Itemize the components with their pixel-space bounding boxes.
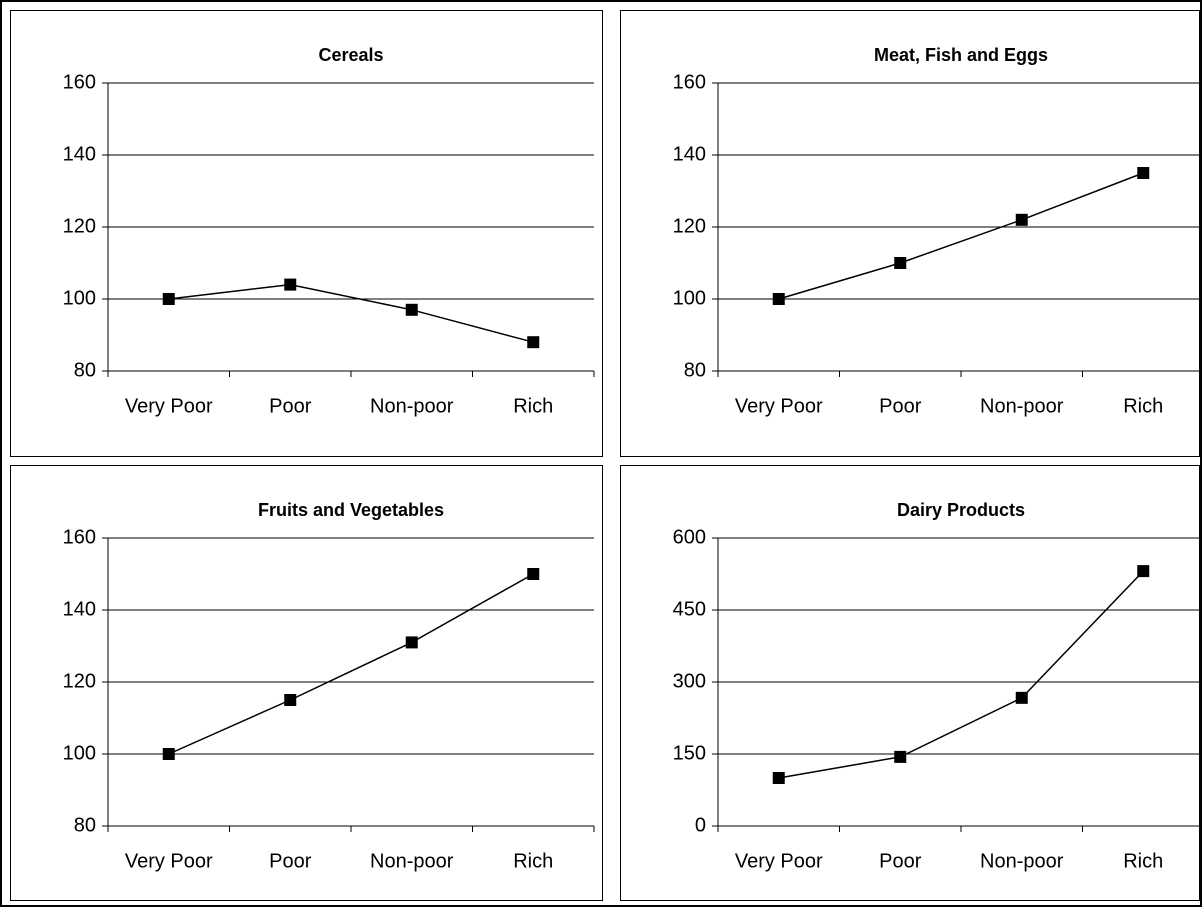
y-tick-label: 140 (63, 598, 96, 620)
x-tick-label: Poor (269, 850, 312, 872)
y-tick-label: 140 (673, 143, 706, 165)
y-tick-label: 80 (74, 359, 96, 381)
x-tick-label: Very Poor (735, 395, 823, 417)
marker (772, 772, 785, 784)
panel-border (620, 465, 1200, 901)
chart-title: Fruits and Vegetables (258, 500, 444, 520)
panel-border (10, 465, 603, 901)
marker (1015, 213, 1028, 226)
y-tick-label: 450 (673, 598, 706, 620)
y-tick-label: 160 (63, 526, 96, 548)
marker (162, 293, 175, 305)
x-tick-label: Poor (879, 395, 922, 417)
series-line (168, 283, 534, 343)
panel-border (620, 10, 1200, 457)
x-tick-label: Rich (513, 850, 553, 872)
x-tick-label: Rich (1123, 395, 1163, 417)
marker (405, 303, 418, 316)
series-line (778, 570, 1144, 779)
y-tick-label: 140 (63, 143, 96, 165)
marker (894, 750, 907, 763)
x-tick-label: Very Poor (125, 850, 213, 872)
y-tick-label: 600 (673, 526, 706, 548)
y-tick-label: 120 (63, 670, 96, 692)
y-tick-label: 160 (673, 71, 706, 93)
y-tick-label: 120 (673, 215, 706, 237)
y-tick-label: 100 (63, 287, 96, 309)
marker (284, 694, 297, 706)
marker (1015, 691, 1028, 704)
x-tick-label: Non-poor (370, 850, 454, 872)
marker (772, 293, 785, 305)
y-tick-label: 80 (684, 359, 706, 381)
chart-title: Cereals (318, 45, 383, 65)
y-tick-label: 160 (63, 71, 96, 93)
x-tick-label: Very Poor (125, 395, 213, 417)
y-tick-label: 100 (673, 287, 706, 309)
x-tick-label: Poor (269, 395, 312, 417)
marker (284, 278, 297, 291)
y-tick-label: 120 (63, 215, 96, 237)
marker (894, 257, 907, 269)
marker (527, 568, 540, 580)
y-tick-label: 0 (695, 814, 706, 836)
y-tick-label: 80 (74, 814, 96, 836)
y-tick-label: 300 (673, 670, 706, 692)
y-tick-label: 150 (673, 742, 706, 764)
series-line (168, 573, 534, 755)
x-tick-label: Non-poor (980, 395, 1064, 417)
x-tick-label: Very Poor (735, 850, 823, 872)
y-tick-label: 100 (63, 742, 96, 764)
chart-title: Meat, Fish and Eggs (874, 45, 1048, 65)
x-tick-label: Rich (513, 395, 553, 417)
x-tick-label: Non-poor (370, 395, 454, 417)
marker (405, 636, 418, 649)
series-line (778, 172, 1144, 300)
panel-border (10, 10, 603, 457)
marker (1137, 167, 1150, 179)
marker (1137, 565, 1150, 578)
marker (527, 336, 540, 349)
chart-title: Dairy Products (897, 500, 1025, 520)
x-tick-label: Poor (879, 850, 922, 872)
marker (162, 748, 175, 760)
x-tick-label: Rich (1123, 850, 1163, 872)
x-tick-label: Non-poor (980, 850, 1064, 872)
